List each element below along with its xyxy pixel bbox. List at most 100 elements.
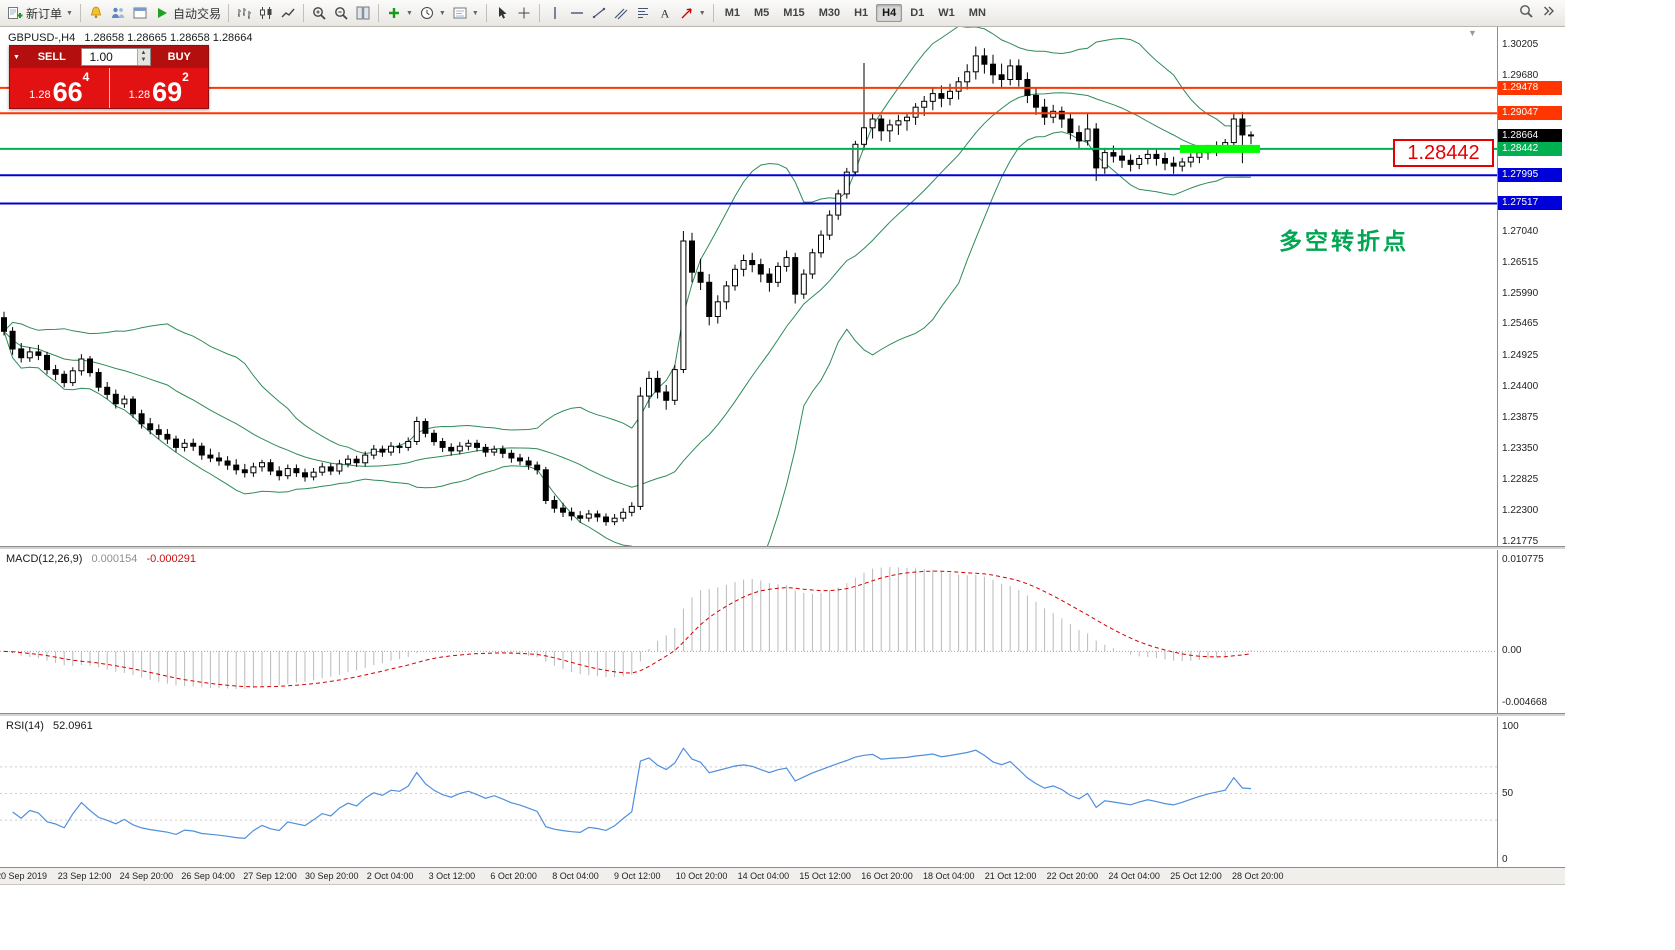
rsi-axis-label: 0 — [1502, 854, 1508, 865]
trendline-button[interactable] — [588, 4, 610, 22]
candlestick-chart — [0, 27, 1497, 546]
price-tick: 1.30205 — [1502, 39, 1539, 50]
timeframe-button-w1[interactable]: W1 — [938, 7, 955, 19]
profiles-button[interactable] — [107, 4, 129, 22]
horizontal-line-button[interactable] — [566, 4, 588, 22]
price-tick: 1.22825 — [1502, 474, 1539, 486]
volume-input[interactable]: 1.00 ▲ ▼ — [80, 48, 151, 66]
macd-name: MACD(12,26,9) — [6, 553, 83, 565]
rsi-value: 52.0961 — [52, 720, 93, 732]
panel-splitter[interactable] — [0, 713, 1565, 717]
alerts-button[interactable] — [85, 4, 107, 22]
timeframe-button-h1[interactable]: H1 — [854, 7, 869, 19]
search-button[interactable] — [1515, 2, 1537, 20]
chart-shift-marker-icon[interactable]: ▼ — [1468, 28, 1477, 38]
new-order-icon — [7, 5, 23, 21]
ohlc-values: 1.28658 1.28665 1.28658 1.28664 — [84, 32, 253, 44]
dropdown-arrow-icon: ▼ — [66, 9, 73, 17]
price-tick: 1.24400 — [1502, 381, 1539, 393]
bollinger-upper-band — [3, 27, 1252, 455]
macd-plot[interactable]: MACD(12,26,9) 0.000154 -0.000291 — [0, 550, 1497, 713]
autotrading-button-label: 自动交易 — [172, 6, 221, 21]
toolbar-options-button[interactable] — [1537, 2, 1559, 20]
bar-chart-mode-button[interactable] — [233, 4, 255, 22]
channel-button[interactable] — [610, 4, 632, 22]
arrow-icon — [679, 5, 695, 21]
rsi-label: RSI(14) 52.0961 — [6, 720, 93, 732]
crosshair-icon — [516, 5, 532, 21]
candle-chart-mode-button[interactable] — [255, 4, 277, 22]
level-price-label: 1.28442 — [1498, 141, 1562, 156]
toolbar: 新订单 ▼ 自动交易 ▼ ▼ ▼ A ▼ M1 M5 M15 M30 H1 H4 D1 W1 MN — [0, 0, 1565, 27]
toolbar-separator — [302, 4, 304, 22]
price-axis[interactable]: 1.30205 1.29680 1.27040 1.26515 1.25990 1.254… — [1497, 27, 1565, 547]
rsi-axis-label: 50 — [1502, 787, 1514, 799]
magnifier-icon — [1518, 3, 1534, 19]
buy-label: BUY — [167, 51, 191, 63]
sell-button[interactable]: 1.28 66 4 — [10, 68, 110, 108]
timeframe-button-m30[interactable]: M30 — [818, 7, 841, 19]
arrows-button[interactable]: ▼ — [676, 4, 709, 22]
price-chart[interactable]: GBPUSD-,H4 1.28658 1.28665 1.28658 1.286… — [0, 27, 1497, 546]
time-axis-label: 8 Oct 04:00 — [552, 871, 599, 881]
one-click-trading-panel: ▼ SELL 1.00 ▲ ▼ BUY 1.28 66 4 1.28 69 2 — [9, 45, 209, 109]
bollinger-middle-band — [3, 92, 1252, 488]
level-price-label: 1.29047 — [1498, 106, 1562, 121]
turning-point-annotation[interactable]: 多空转折点 — [1279, 228, 1409, 254]
bell-icon — [88, 5, 104, 21]
chevrons-icon — [1540, 3, 1556, 19]
timeframe-button-m15[interactable]: M15 — [783, 7, 805, 19]
autotrading-button[interactable]: 自动交易 — [151, 4, 224, 23]
fibonacci-button[interactable] — [632, 4, 654, 22]
timeframe-button-d1[interactable]: D1 — [910, 7, 925, 19]
zoom-in-button[interactable] — [308, 4, 330, 22]
sell-price-point: 4 — [82, 70, 90, 84]
templates-button[interactable]: ▼ — [449, 4, 482, 22]
tile-icon — [355, 5, 371, 21]
cursor-button[interactable] — [491, 4, 513, 22]
new-order-button[interactable]: 新订单 ▼ — [4, 4, 76, 23]
buy-price-base: 1.28 — [128, 89, 151, 101]
tile-windows-button[interactable] — [352, 4, 374, 22]
timeframe-button-mn[interactable]: MN — [968, 7, 986, 19]
symbol-label: GBPUSD-,H4 — [8, 32, 76, 44]
panel-splitter[interactable] — [0, 546, 1565, 550]
data-window-button[interactable] — [129, 4, 151, 22]
macd-signal-value: -0.000291 — [146, 553, 196, 565]
channel-icon — [613, 5, 629, 21]
window-icon — [132, 5, 148, 21]
template-icon — [452, 5, 468, 21]
indicators-button[interactable]: ▼ — [383, 4, 416, 22]
time-axis-label: 30 Sep 20:00 — [305, 871, 359, 881]
volume-value: 1.00 — [89, 50, 113, 64]
volume-spinner[interactable]: ▲ ▼ — [136, 49, 150, 65]
zoom-out-button[interactable] — [330, 4, 352, 22]
text-button[interactable]: A — [654, 4, 676, 22]
time-axis-label: 27 Sep 12:00 — [243, 871, 297, 881]
price-tick: 1.25465 — [1502, 318, 1539, 330]
rsi-axis[interactable]: 100 50 0 — [1497, 717, 1565, 867]
level-price-label: 1.29478 — [1498, 80, 1562, 95]
crosshair-button[interactable] — [513, 4, 535, 22]
toolbar-separator — [712, 4, 714, 22]
timeframe-button-h4[interactable]: H4 — [876, 4, 903, 22]
periods-button[interactable]: ▼ — [416, 4, 449, 22]
time-axis-label: 14 Oct 04:00 — [737, 871, 790, 881]
time-axis-label: 2 Oct 04:00 — [366, 871, 414, 881]
trade-panel-collapse-icon[interactable]: ▼ — [13, 53, 20, 61]
candles-icon — [258, 5, 274, 21]
time-axis-label: 21 Oct 12:00 — [984, 871, 1037, 881]
level-price-label: 1.27995 — [1498, 168, 1562, 183]
time-axis[interactable]: 20 Sep 2019 23 Sep 12:00 24 Sep 20:00 26 Se… — [0, 867, 1565, 885]
timeframe-button-m1[interactable]: M1 — [724, 7, 740, 19]
macd-axis[interactable]: 0.010775 0.00 -0.004668 — [1497, 550, 1565, 713]
timeframe-button-m5[interactable]: M5 — [754, 7, 770, 19]
svg-text:A: A — [660, 7, 669, 21]
price-annotation-box[interactable]: 1.28442 — [1393, 139, 1494, 167]
buy-button[interactable]: 1.28 69 2 — [109, 68, 208, 108]
rsi-plot[interactable]: RSI(14) 52.0961 — [0, 717, 1497, 867]
play-icon — [154, 5, 170, 21]
line-chart-mode-button[interactable] — [277, 4, 299, 22]
vertical-line-button[interactable] — [544, 4, 566, 22]
macd-signal-line — [3, 570, 1252, 688]
